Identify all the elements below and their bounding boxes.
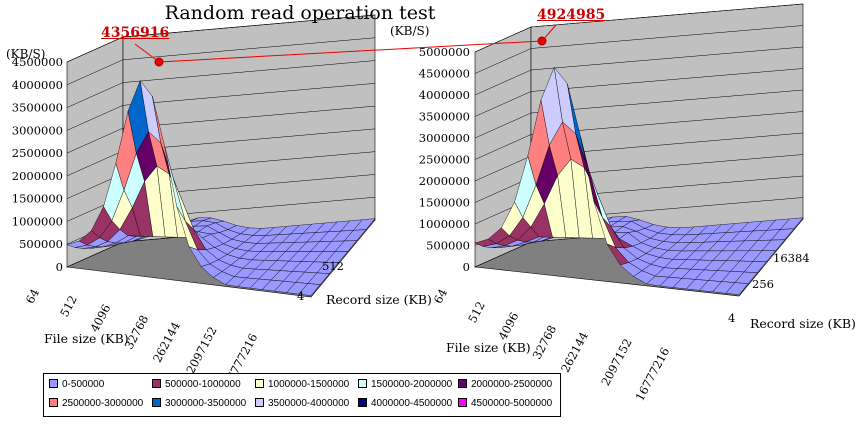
legend-swatch (358, 397, 367, 407)
surface-cell (298, 283, 321, 296)
gridline (474, 46, 804, 96)
x-tick-label: 512 (465, 299, 488, 325)
gridline (474, 68, 804, 117)
z-tick-label: 0 (56, 260, 63, 274)
surface-chart-1 (65, 14, 376, 298)
z-tick-label: 2000000 (419, 174, 470, 188)
z-tick-label: 2500000 (12, 146, 63, 160)
x-tick-label: 64 (23, 286, 42, 305)
legend-label: 1000000-1500000 (268, 379, 350, 390)
z-tick-label: 4000000 (419, 88, 470, 102)
z-tick-label: 1500000 (12, 192, 63, 206)
z-tick-label: 2500000 (419, 153, 470, 167)
gridline (474, 89, 804, 139)
y-tick-label: 256 (752, 277, 774, 291)
y-axis-title: Record size (KB) (750, 316, 856, 331)
legend-label: 2000000-2500000 (471, 379, 553, 390)
legend-item: 3000000-3500000 (152, 397, 246, 411)
z-tick-label: 1000000 (419, 217, 470, 231)
x-tick-label: 262144 (558, 329, 591, 374)
legend-swatch (255, 397, 264, 407)
z-tick-label: 1000000 (12, 214, 63, 228)
z-tick-label: 3000000 (12, 123, 63, 137)
legend-item: 1000000-1500000 (255, 378, 349, 392)
surface-cell (725, 282, 749, 295)
legend-swatch (152, 397, 161, 407)
peak-leader (134, 43, 160, 63)
x-tick-label: 16777216 (633, 345, 673, 403)
y-tick-label: 4 (728, 311, 735, 325)
legend-label: 0-500000 (62, 379, 105, 390)
peak-connector (158, 40, 543, 63)
z-tick-label: 500000 (426, 239, 470, 253)
legend-item: 4000000-4500000 (358, 397, 452, 411)
x-axis-title: File size (KB) (446, 340, 531, 355)
z-tick-label: 4500000 (419, 67, 470, 81)
gridline (66, 60, 376, 108)
z-tick-label: 3500000 (12, 101, 63, 115)
legend-swatch (49, 378, 58, 388)
x-axis-title: File size (KB) (44, 331, 129, 346)
legend-label: 500000-1000000 (165, 379, 241, 390)
x-tick-label: 32768 (530, 323, 560, 362)
legend-label: 3000000-3500000 (165, 398, 247, 409)
z-tick-label: 0 (463, 260, 470, 274)
legend-swatch (49, 397, 58, 407)
legend-item: 2000000-2500000 (458, 378, 552, 392)
gridline (66, 105, 376, 154)
gridline (66, 14, 376, 63)
x-tick-label: 2097152 (598, 336, 634, 388)
legend: 0-500000 500000-1000000 1000000-1500000 … (43, 373, 561, 417)
legend-label: 4500000-5000000 (471, 398, 553, 409)
chart-title: Random read operation test (164, 2, 436, 24)
peak-label-left: 4356916 (101, 25, 170, 41)
legend-item: 500000-1000000 (152, 378, 241, 392)
surface-chart-2 (473, 3, 804, 297)
legend-item: 4500000-5000000 (458, 397, 552, 411)
legend-swatch (152, 378, 161, 388)
x-tick-label: 512 (57, 293, 80, 319)
y-tick-label: 4 (297, 289, 304, 303)
gridline (474, 25, 804, 74)
z-axis-title: (KB/S) (390, 24, 429, 38)
peak-label-right: 4924985 (537, 7, 606, 23)
z-tick-label: 5000000 (419, 45, 470, 59)
z-tick-label: 1500000 (419, 196, 470, 210)
gridline (474, 111, 804, 160)
x-tick-label: 4096 (87, 302, 113, 334)
y-tick-label: 16384 (773, 251, 810, 265)
peak-leader (541, 24, 557, 42)
legend-label: 1500000-2000000 (371, 379, 453, 390)
z-tick-label: 3500000 (419, 110, 470, 124)
legend-label: 2500000-3000000 (62, 398, 144, 409)
legend-label: 3500000-4000000 (268, 398, 350, 409)
legend-swatch (458, 397, 467, 407)
x-tick-label: 2097152 (183, 324, 219, 376)
z-tick-label: 4000000 (12, 78, 63, 92)
x-tick-label: 64 (431, 286, 450, 305)
legend-swatch (458, 378, 467, 388)
x-tick-label: 4096 (495, 310, 521, 342)
legend-label: 4000000-4500000 (371, 398, 453, 409)
legend-item: 2500000-3000000 (49, 397, 143, 411)
x-tick-label: 262144 (150, 319, 183, 364)
legend-item: 1500000-2000000 (358, 378, 452, 392)
z-tick-label: 3000000 (419, 131, 470, 145)
legend-swatch (358, 378, 367, 388)
z-tick-label: 4500000 (12, 55, 63, 69)
gridline (66, 37, 376, 86)
legend-item: 0-500000 (49, 378, 104, 392)
y-axis-title: Record size (KB) (326, 292, 432, 307)
legend-item: 3500000-4000000 (255, 397, 349, 411)
y-tick-label: 512 (322, 259, 344, 273)
z-tick-label: 2000000 (12, 169, 63, 183)
z-tick-label: 500000 (19, 237, 63, 251)
legend-swatch (255, 378, 264, 388)
z-axis-title: (KB/S) (6, 47, 45, 61)
gridline (66, 83, 376, 131)
